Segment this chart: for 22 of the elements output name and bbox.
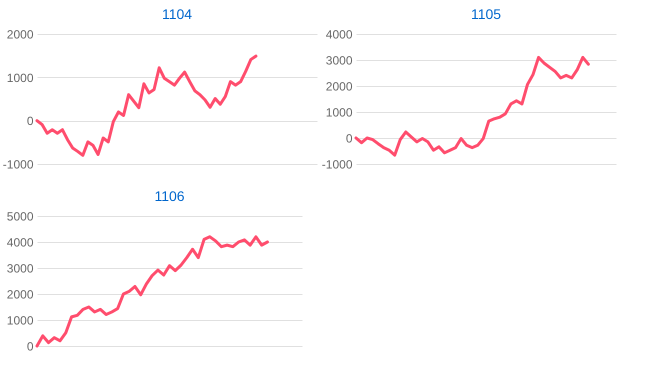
y-tick-label: 1000 bbox=[6, 70, 34, 85]
line-series bbox=[36, 54, 258, 157]
y-tick-label: 2000 bbox=[6, 288, 34, 302]
y-tick-label: 0 bbox=[346, 132, 353, 146]
y-tick-label: -1000 bbox=[322, 158, 353, 172]
chart-title: 1106 bbox=[154, 188, 185, 204]
chart-title: 1104 bbox=[162, 6, 192, 22]
y-tick-label: 4000 bbox=[6, 236, 34, 250]
line-series bbox=[354, 56, 590, 157]
y-tick-label: 3000 bbox=[6, 262, 34, 276]
y-tick-label: -1000 bbox=[2, 158, 34, 172]
chart-title: 1105 bbox=[470, 6, 502, 22]
y-tick-label: 5000 bbox=[6, 210, 34, 224]
y-tick-label: 1000 bbox=[6, 314, 34, 328]
y-tick-label: 0 bbox=[26, 114, 34, 128]
y-tick-label: 1000 bbox=[326, 106, 353, 120]
line-series bbox=[36, 235, 269, 348]
y-tick-label: 0 bbox=[26, 340, 34, 354]
y-tick-label: 2000 bbox=[326, 80, 353, 94]
y-tick-label: 4000 bbox=[326, 28, 353, 42]
y-tick-label: 3000 bbox=[326, 54, 353, 68]
y-tick-label: 2000 bbox=[6, 28, 34, 42]
